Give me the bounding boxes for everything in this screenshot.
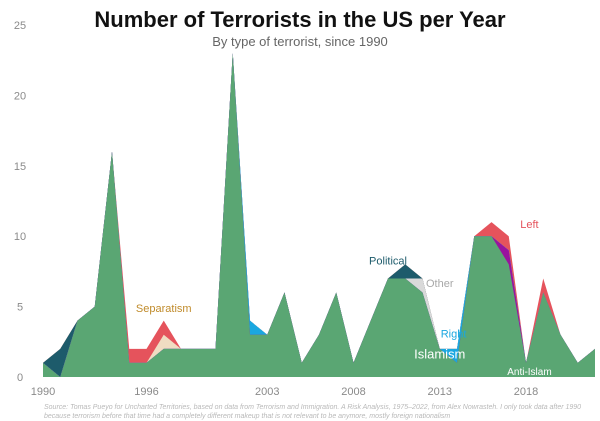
x-tick-label: 1990 — [31, 386, 55, 398]
y-tick-label: 15 — [14, 161, 26, 173]
source-note: Source: Tomas Pueyo for Uncharted Territ… — [44, 404, 582, 420]
y-tick-label: 10 — [14, 231, 26, 243]
x-tick-label: 2013 — [428, 386, 452, 398]
y-tick-label: 0 — [17, 372, 23, 384]
series-label-other: Other — [426, 278, 454, 290]
x-tick-label: 2008 — [341, 386, 365, 398]
x-tick-label: 1996 — [134, 386, 158, 398]
chart-title: Number of Terrorists in the US per Year — [94, 7, 506, 32]
series-label-separatism: Separatism — [136, 303, 192, 315]
series-label-islamism: Islamism — [414, 347, 465, 362]
y-tick-label: 20 — [14, 90, 26, 102]
y-tick-label: 25 — [14, 20, 26, 32]
series-label-left: Left — [520, 219, 538, 231]
x-tick-label: 2018 — [514, 386, 538, 398]
series-label-anti-islam: Anti-Islam — [507, 367, 551, 378]
series-area-islamism — [43, 53, 595, 377]
series-label-right: Right — [441, 329, 467, 341]
y-tick-label: 5 — [17, 302, 23, 314]
chart-subtitle: By type of terrorist, since 1990 — [212, 34, 388, 49]
series-label-political: Political — [369, 255, 407, 267]
x-tick-label: 2003 — [255, 386, 279, 398]
